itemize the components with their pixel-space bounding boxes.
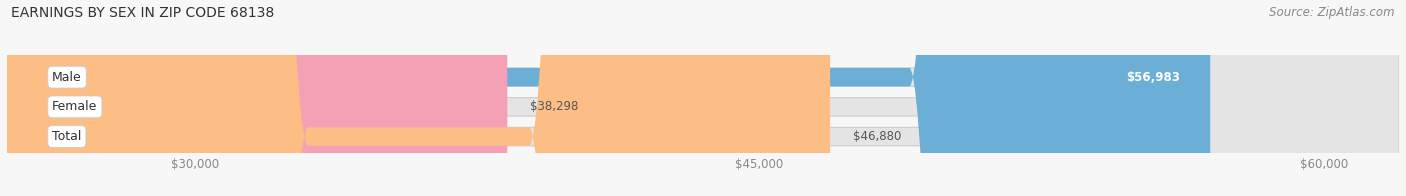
FancyBboxPatch shape — [7, 0, 830, 196]
Text: Source: ZipAtlas.com: Source: ZipAtlas.com — [1270, 6, 1395, 19]
Text: Male: Male — [52, 71, 82, 84]
Text: $56,983: $56,983 — [1126, 71, 1180, 84]
FancyBboxPatch shape — [7, 0, 1399, 196]
FancyBboxPatch shape — [7, 0, 1399, 196]
Text: Female: Female — [52, 100, 97, 113]
Text: $38,298: $38,298 — [530, 100, 578, 113]
Text: Total: Total — [52, 130, 82, 143]
FancyBboxPatch shape — [7, 0, 1399, 196]
Text: $46,880: $46,880 — [852, 130, 901, 143]
Text: EARNINGS BY SEX IN ZIP CODE 68138: EARNINGS BY SEX IN ZIP CODE 68138 — [11, 6, 274, 20]
FancyBboxPatch shape — [7, 0, 508, 196]
FancyBboxPatch shape — [7, 0, 1211, 196]
